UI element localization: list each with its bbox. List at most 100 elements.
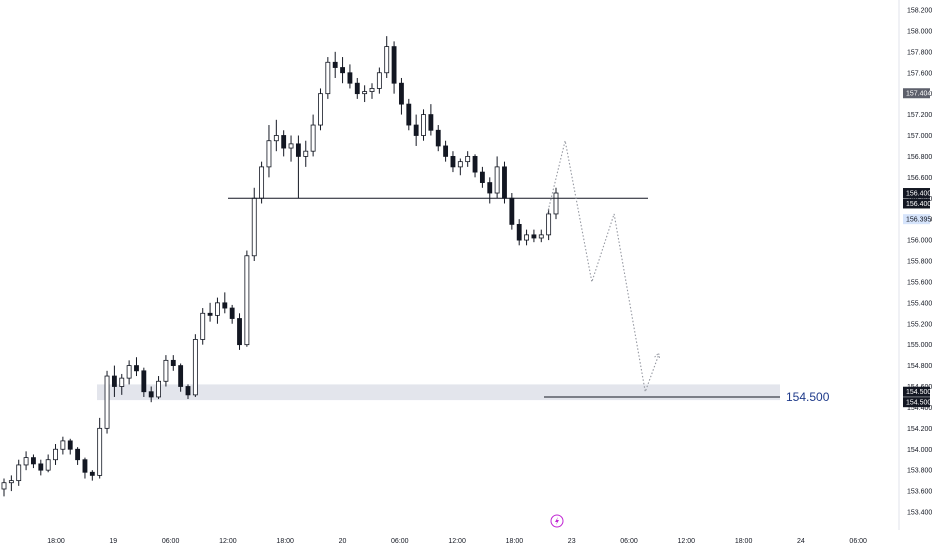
candle (494, 156, 500, 199)
candle (178, 363, 184, 392)
price-tick-label: 158.200 (907, 8, 932, 15)
time-tick-label: 24 (797, 538, 805, 545)
lightning-icon[interactable] (550, 514, 564, 528)
candle (259, 161, 265, 204)
candle (288, 135, 294, 162)
candle (465, 151, 471, 167)
time-tick-label: 23 (568, 538, 576, 545)
candle (295, 135, 301, 199)
candle (354, 77, 360, 99)
support-zone[interactable] (97, 384, 780, 401)
candle (163, 355, 169, 387)
price-badge: 157.404 (903, 88, 931, 99)
time-tick-label: 18:00 (735, 538, 753, 545)
candle (67, 438, 73, 455)
candle (524, 229, 529, 246)
candle (82, 457, 88, 479)
candle (148, 386, 154, 403)
candle (237, 313, 242, 350)
price-badge: 156.400 (903, 188, 931, 199)
price-badge: 156.400 (903, 198, 931, 209)
candle (185, 384, 191, 400)
candle (97, 417, 103, 479)
svg-text:154.500: 154.500 (906, 400, 931, 407)
svg-text:154.500: 154.500 (906, 389, 931, 396)
price-tick-label: 156.600 (907, 175, 932, 182)
price-tick-label: 154.800 (907, 363, 932, 370)
candle (406, 98, 412, 131)
candle (340, 57, 345, 84)
lines-layer: 154.500 (228, 197, 830, 404)
price-tick-label: 155.600 (907, 279, 932, 286)
time-tick-label: 18:00 (47, 538, 65, 545)
price-tick-label: 157.200 (907, 112, 932, 119)
price-tick-label: 156.800 (907, 154, 932, 161)
price-tick-label: 155.200 (907, 321, 932, 328)
price-tick-label: 154.400 (907, 405, 932, 412)
time-tick-label: 06:00 (620, 538, 638, 545)
candle (89, 470, 95, 481)
candle (134, 357, 139, 377)
candle (215, 297, 220, 324)
candle (413, 114, 419, 146)
candle (281, 130, 287, 157)
candle (273, 119, 279, 152)
price-tick-label: 155.000 (907, 342, 932, 349)
price-tick-label: 154.200 (907, 426, 932, 433)
candles-layer (1, 36, 559, 497)
candle (325, 57, 331, 99)
projection-layer (546, 140, 661, 394)
candle (502, 161, 507, 204)
candle (479, 166, 485, 188)
time-axis[interactable]: 18:00 19 06:00 12:00 18:00 20 06:00 12:00 18:00 2… (47, 538, 867, 545)
candle (362, 85, 368, 103)
price-axis[interactable]: 158.200158.000157.800157.600157.400157.2… (907, 8, 932, 517)
svg-text:157.404: 157.404 (906, 91, 931, 98)
projection-path[interactable] (546, 140, 660, 394)
price-tick-label: 156.000 (907, 238, 932, 245)
candle (53, 444, 58, 465)
candle (457, 158, 463, 176)
price-badge: 154.500 (903, 386, 931, 397)
candle (244, 250, 250, 347)
price-tick-label: 157.600 (907, 70, 932, 77)
candle (347, 64, 353, 89)
candle (266, 125, 272, 178)
candle (38, 459, 44, 476)
candle (531, 229, 537, 243)
candle (310, 114, 316, 157)
candle (8, 475, 14, 492)
time-tick-label: 12:00 (219, 538, 237, 545)
candle (16, 459, 22, 486)
candle (156, 376, 161, 400)
candle (546, 208, 552, 241)
candle (111, 365, 117, 397)
price-badges: 157.404 156.400 156.400 156.395 154.500 154.5… (903, 88, 931, 408)
candle (435, 125, 441, 152)
candle (553, 187, 559, 220)
candle (141, 367, 147, 397)
time-tick-label: 12:00 (448, 538, 466, 545)
candle (222, 292, 228, 314)
time-tick-label: 06:00 (391, 538, 409, 545)
time-tick-label: 06:00 (849, 538, 867, 545)
support-zone-layer (97, 384, 780, 401)
candle (443, 140, 449, 162)
price-tick-label: 157.000 (907, 133, 932, 140)
candle (538, 229, 544, 243)
candle (428, 104, 434, 136)
candle (207, 302, 213, 322)
candle (170, 355, 176, 371)
candle (369, 83, 375, 99)
svg-text:156.395: 156.395 (906, 217, 931, 224)
candle (60, 436, 66, 455)
candle (318, 88, 323, 131)
price-tick-label: 154.000 (907, 447, 932, 454)
time-tick-label: 06:00 (162, 538, 180, 545)
projection-arrowhead (654, 352, 661, 359)
candle (75, 447, 81, 465)
candle (45, 454, 51, 473)
candle (391, 41, 397, 94)
price-tick-label: 158.000 (907, 28, 932, 35)
